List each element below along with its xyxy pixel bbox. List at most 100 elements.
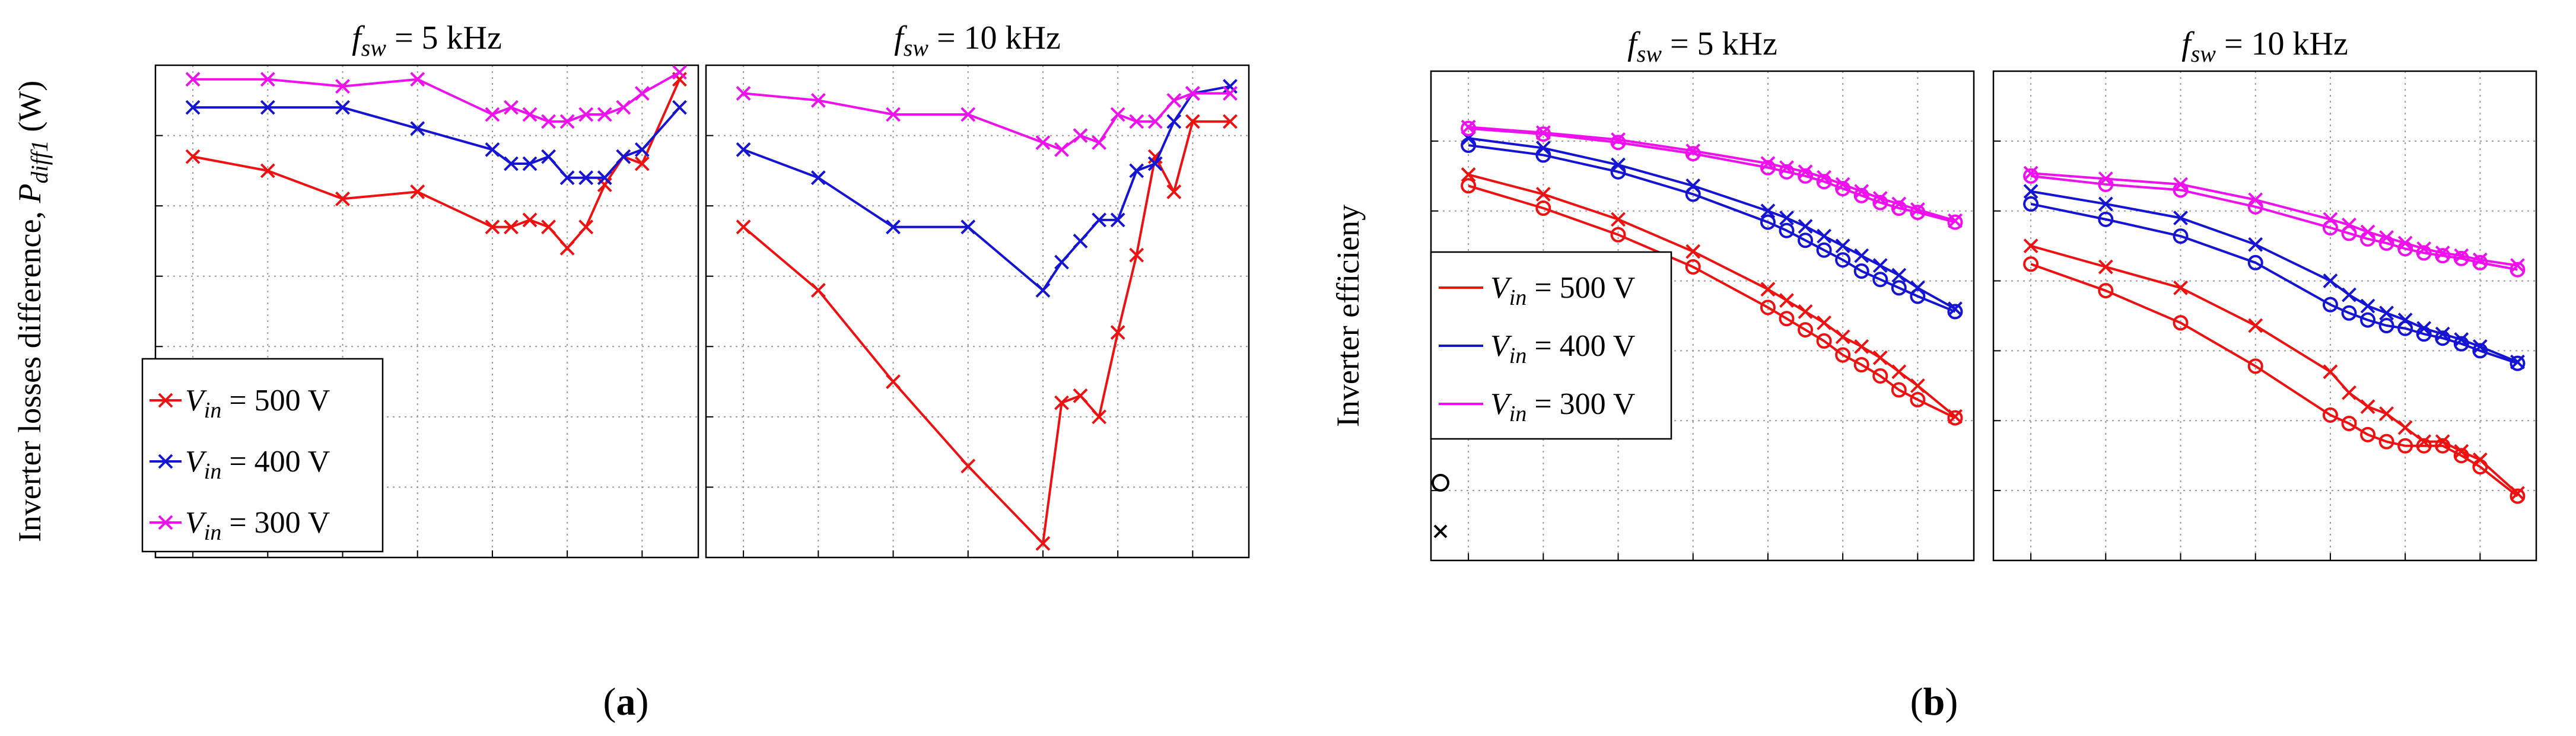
data-point	[1611, 212, 1626, 227]
data-point	[886, 219, 901, 235]
data-point	[2098, 171, 2113, 186]
data-point	[2323, 212, 2338, 227]
title-subscript: sw	[904, 34, 929, 61]
data-point	[485, 219, 500, 235]
data-point	[335, 191, 350, 206]
data-point	[634, 86, 650, 101]
data-point	[1166, 114, 1182, 129]
data-point	[559, 114, 575, 129]
data-point	[1910, 280, 1925, 295]
data-point	[335, 100, 350, 115]
series-line	[743, 85, 1230, 292]
data-point	[578, 107, 594, 122]
series-500-circle	[2023, 256, 2526, 504]
data-point	[2341, 416, 2357, 431]
data-point	[616, 149, 631, 164]
data-point	[2510, 262, 2526, 278]
data-point	[1816, 242, 1832, 258]
data-point	[1461, 119, 1476, 135]
chart-a-5k: fsw = 5 kHz Inverter losses difference, P…	[12, 20, 699, 559]
series-300-cross	[2023, 165, 2525, 273]
data-point	[2379, 305, 2394, 321]
data-point	[1891, 364, 1907, 380]
legend-value: = 300 V	[221, 506, 330, 540]
data-point	[1073, 128, 1088, 143]
data-point	[1110, 325, 1125, 340]
legend-symbol: V	[1490, 271, 1512, 305]
data-point	[1760, 282, 1776, 297]
data-point	[1535, 125, 1551, 141]
data-point	[185, 100, 201, 115]
data-point	[1685, 244, 1701, 259]
data-point	[1910, 391, 1926, 407]
series-300-cross	[1461, 119, 1963, 228]
data-point	[2342, 287, 2356, 302]
data-point	[1535, 200, 1551, 216]
data-point	[2323, 364, 2338, 380]
data-point	[1166, 93, 1182, 108]
data-point	[1872, 272, 1888, 288]
data-point	[634, 142, 650, 157]
legend-subscript: in	[204, 520, 222, 545]
data-point	[2341, 225, 2357, 241]
data-point	[410, 184, 425, 199]
chart-title: fsw = 10 kHz	[2181, 26, 2348, 67]
series-300-cross	[185, 65, 687, 129]
data-point	[541, 149, 556, 164]
data-point	[2378, 318, 2394, 333]
data-point	[2322, 297, 2338, 313]
data-point	[2416, 438, 2432, 454]
data-point	[810, 283, 826, 298]
data-point	[1779, 222, 1795, 238]
data-point	[2342, 217, 2356, 232]
data-point	[1779, 160, 1794, 176]
series-line	[742, 120, 1230, 545]
data-point	[1798, 219, 1813, 234]
data-point	[504, 219, 519, 235]
data-point	[2173, 315, 2189, 331]
data-point	[2248, 192, 2263, 208]
data-point	[1092, 135, 1107, 150]
chart-title: fsw = 5 kHz	[352, 20, 502, 61]
data-point	[1910, 378, 1925, 393]
data-point	[597, 107, 612, 122]
data-point	[1535, 141, 1551, 156]
y-axis-symbol: P	[12, 184, 47, 204]
data-point	[2360, 312, 2376, 328]
series-line	[1468, 126, 1956, 222]
data-point	[2098, 283, 2114, 299]
data-point	[2510, 355, 2526, 371]
data-point	[1110, 212, 1125, 228]
data-point	[2416, 245, 2432, 261]
legend-label: Vin = 300 V	[185, 506, 330, 545]
data-point	[335, 79, 350, 94]
data-point	[1854, 248, 1869, 263]
data-point	[1685, 146, 1701, 162]
data-point	[2378, 434, 2394, 450]
data-point	[1817, 170, 1832, 185]
legend-label: Vin = 400 V	[1490, 329, 1635, 368]
data-point	[2379, 230, 2394, 245]
data-point	[1853, 263, 1869, 279]
legend-marker	[1432, 474, 1449, 492]
data-point	[2173, 280, 2188, 295]
data-point	[2510, 486, 2525, 501]
data-point	[1872, 195, 1888, 211]
legend-box	[141, 358, 384, 553]
data-point	[1891, 200, 1907, 216]
data-point	[2472, 254, 2488, 270]
series-400-cross	[1461, 130, 1963, 317]
legend-value: = 500 V	[1526, 271, 1635, 305]
data-point	[1947, 410, 1963, 426]
data-point	[1853, 187, 1869, 203]
data-point	[1798, 322, 1814, 338]
plot-frame	[154, 64, 699, 559]
data-point	[736, 86, 751, 101]
legend-label: Vin = 400 V	[185, 445, 330, 484]
data-point	[1611, 157, 1626, 173]
data-point	[1054, 395, 1069, 410]
title-value: = 5 kHz	[1662, 26, 1777, 62]
legend-item-300: Vin = 300 V	[1439, 387, 1635, 426]
